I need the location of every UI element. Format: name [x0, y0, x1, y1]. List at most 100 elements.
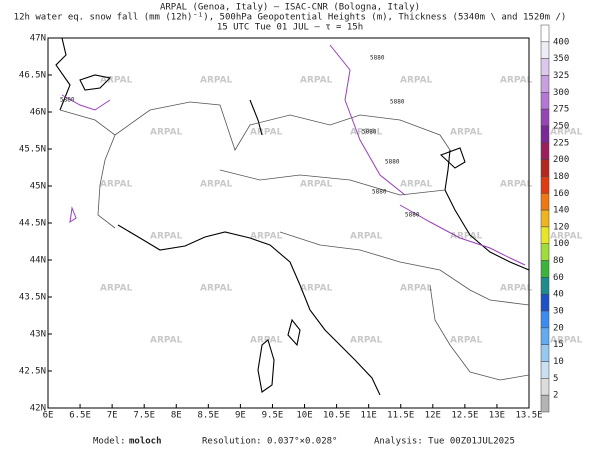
colorbar-label: 180 — [553, 172, 569, 182]
watermark: ARPAL — [150, 128, 183, 138]
lon-label: 6.5E — [69, 411, 91, 421]
colorbar-box — [540, 277, 550, 295]
watermark: ARPAL — [350, 232, 383, 242]
lon-label: 13E — [489, 411, 505, 421]
colorbar-label: 15 — [553, 340, 564, 350]
colorbar-label: 120 — [553, 222, 569, 232]
watermark: ARPAL — [150, 336, 183, 346]
colorbar-box — [540, 260, 550, 278]
lat-label: 42N — [30, 404, 46, 414]
colorbar-box — [540, 378, 550, 396]
watermark: ARPAL — [250, 128, 283, 138]
colorbar-box — [540, 58, 550, 76]
watermark: ARPAL — [400, 284, 433, 294]
watermark: ARPAL — [100, 76, 133, 86]
watermark: ARPAL — [500, 284, 533, 294]
watermark: ARPAL — [300, 76, 333, 86]
lon-label: 10.5E — [323, 411, 350, 421]
colorbar-box — [540, 293, 550, 312]
colorbar-label: 200 — [553, 155, 569, 165]
lon-label: 9E — [235, 411, 246, 421]
colorbar-label: 5 — [553, 374, 558, 384]
watermark: ARPAL — [100, 180, 133, 190]
lon-label: 6E — [43, 411, 54, 421]
colorbar-label: 250 — [553, 121, 569, 131]
colorbar-box — [540, 108, 550, 127]
lat-label: 43.5N — [19, 293, 46, 303]
contour-label: 5880 — [385, 159, 400, 166]
lat-label: 45.5N — [19, 145, 46, 155]
watermark: ARPAL — [500, 180, 533, 190]
colorbar-label: 300 — [553, 88, 569, 98]
watermark: ARPAL — [550, 232, 583, 242]
contour-label: 5880 — [60, 97, 75, 104]
watermark: ARPAL — [350, 128, 383, 138]
lon-label: 12.5E — [451, 411, 478, 421]
colorbar-box — [540, 193, 550, 211]
colorbar-box — [540, 226, 550, 244]
lat-label: 46.5N — [19, 71, 46, 81]
colorbar-box — [540, 125, 550, 144]
colorbar-label: 400 — [553, 37, 569, 47]
colorbar-label: 10 — [553, 357, 564, 367]
watermark: ARPAL — [250, 336, 283, 346]
colorbar-label: 350 — [553, 54, 569, 64]
contour-label: 5880 — [372, 189, 387, 196]
watermark: ARPAL — [550, 336, 583, 346]
colorbar-label: 40 — [553, 290, 564, 300]
lat-label: 42.5N — [19, 367, 46, 377]
lon-label: 9.5E — [262, 411, 284, 421]
lat-label: 46N — [30, 108, 46, 118]
lat-label: 43N — [30, 330, 46, 340]
colorbar-box — [540, 159, 550, 177]
lon-label: 10E — [296, 411, 312, 421]
footer-model: moloch — [129, 437, 162, 447]
watermark: ARPAL — [300, 180, 333, 190]
lon-label: 12E — [425, 411, 441, 421]
colorbar-box — [540, 209, 550, 228]
watermark: ARPAL — [500, 76, 533, 86]
lon-label: 7E — [107, 411, 118, 421]
colorbar-box — [540, 310, 550, 329]
footer-resolution: Resolution: 0.037°×0.028° — [202, 437, 337, 447]
borders — [59, 101, 530, 381]
watermark: ARPAL — [450, 128, 483, 138]
colorbar-box — [540, 243, 550, 261]
watermark: ARPAL — [550, 128, 583, 138]
lat-label: 44N — [30, 256, 46, 266]
watermark: ARPAL — [200, 76, 233, 86]
contour-label: 5880 — [405, 212, 420, 219]
colorbar-box — [540, 142, 550, 160]
contour-label: 5880 — [370, 55, 385, 62]
colorbar-box — [540, 92, 550, 110]
header-line: 15 UTC Tue 01 JUL – τ = 15h — [217, 23, 363, 33]
watermark: ARPAL — [200, 284, 233, 294]
watermark: ARPAL — [200, 180, 233, 190]
colorbar-box — [540, 344, 550, 362]
colorbar-label: 20 — [553, 323, 564, 333]
header-line: ARPAL (Genoa, Italy) – ISAC-CNR (Bologna… — [160, 3, 420, 13]
colorbar-label: 30 — [553, 307, 564, 317]
colorbar-label: 325 — [553, 71, 569, 81]
lon-label: 13.5E — [515, 411, 542, 421]
contour-label: 5880 — [390, 99, 405, 106]
watermark: ARPAL — [450, 336, 483, 346]
colorbar-box — [540, 24, 550, 43]
lat-label: 45N — [30, 182, 46, 192]
watermark: ARPAL — [150, 232, 183, 242]
colorbar-box — [540, 361, 550, 379]
lon-label: 11.5E — [387, 411, 414, 421]
footer-model-label: Model: — [93, 437, 126, 447]
map-frame — [47, 37, 530, 409]
colorbar-box — [540, 75, 550, 93]
contours — [61, 44, 526, 266]
colorbar-label: 80 — [553, 256, 564, 266]
watermark: ARPAL — [450, 232, 483, 242]
contour-label: 5880 — [362, 129, 377, 136]
watermark: ARPAL — [100, 284, 133, 294]
colorbar-box — [540, 327, 550, 345]
colorbar-box — [540, 176, 550, 194]
colorbar-label: 225 — [553, 138, 569, 148]
lon-label: 7.5E — [133, 411, 155, 421]
